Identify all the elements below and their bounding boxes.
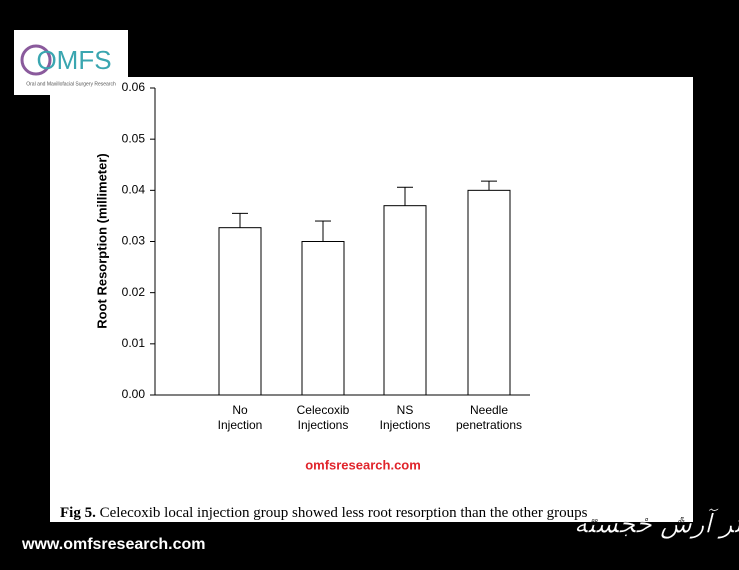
logo-box bbox=[14, 30, 128, 95]
y-tick-label: 0.02 bbox=[122, 285, 146, 299]
logo-mark bbox=[20, 44, 52, 76]
x-tick-label: Celecoxib Injections bbox=[297, 403, 350, 432]
y-tick-label: 0.04 bbox=[122, 183, 146, 197]
bar bbox=[218, 227, 262, 396]
x-tick-label-line: Needle bbox=[470, 403, 508, 417]
y-tick-label: 0.00 bbox=[122, 387, 146, 401]
caption-text: Celecoxib local injection group showed l… bbox=[100, 505, 588, 521]
bar bbox=[301, 241, 345, 396]
logo-subtitle: Oral and Maxillofacial Surgery Research bbox=[26, 81, 116, 87]
footer-url: www.omfsresearch.com bbox=[21, 536, 205, 553]
figure-panel bbox=[50, 77, 693, 522]
x-tick-label-line: Celecoxib bbox=[297, 403, 350, 417]
x-tick-label-line: NS bbox=[397, 403, 414, 417]
logo-title: OMFS bbox=[36, 45, 111, 75]
y-tick-label: 0.06 bbox=[122, 80, 146, 94]
x-tick-label: NS Injections bbox=[380, 403, 431, 432]
x-tick-label-line: Injections bbox=[298, 418, 349, 432]
x-tick-label-line: penetrations bbox=[456, 418, 522, 432]
x-tick-label: Needle penetrations bbox=[456, 403, 522, 432]
caption: Fig 5. Celecoxib local injection group s… bbox=[60, 505, 588, 521]
signature: دکتر آرش خجسته bbox=[574, 508, 739, 540]
x-tick-label-line: No bbox=[232, 403, 248, 417]
y-tick-label: 0.03 bbox=[122, 234, 146, 248]
y-axis-label: Root Resorption (millimeter) bbox=[94, 153, 109, 329]
x-tick-label-line: Injections bbox=[380, 418, 431, 432]
watermark: omfsresearch.com bbox=[305, 457, 421, 472]
caption-label: Fig 5. bbox=[60, 505, 96, 521]
bar bbox=[383, 205, 427, 396]
x-tick-label-line: Injection bbox=[218, 418, 263, 432]
bar bbox=[467, 189, 511, 396]
y-tick-label: 0.05 bbox=[122, 131, 146, 145]
y-tick-label: 0.01 bbox=[122, 336, 146, 350]
x-tick-label: No Injection bbox=[218, 403, 263, 432]
